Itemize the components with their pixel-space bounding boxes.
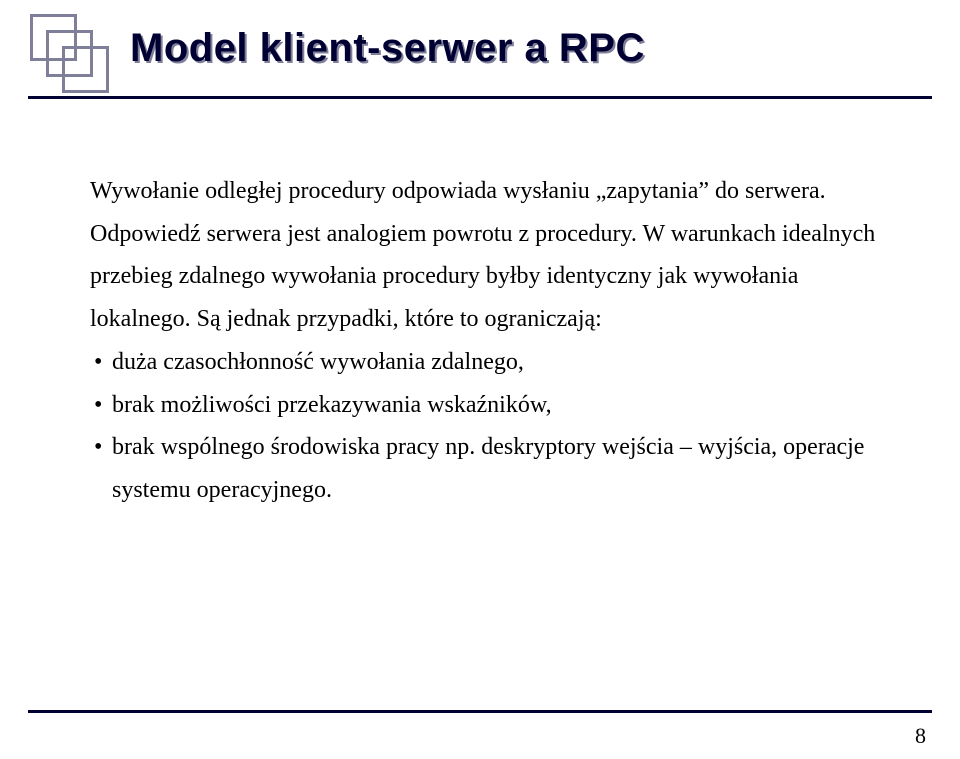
header-divider	[28, 96, 932, 99]
bullet-list: duża czasochłonność wywołania zdalnego,b…	[90, 341, 890, 512]
list-item: duża czasochłonność wywołania zdalnego,	[90, 341, 890, 384]
slide-title: Model klient-serwer a RPC Model klient-s…	[130, 26, 645, 71]
slide-title-text: Model klient-serwer a RPC	[130, 26, 645, 70]
list-item: brak wspólnego środowiska pracy np. desk…	[90, 426, 890, 511]
page-number: 8	[915, 723, 926, 749]
list-item: brak możliwości przekazywania wskaźników…	[90, 384, 890, 427]
body-content: Wywołanie odległej procedury odpowiada w…	[90, 170, 890, 512]
logo-squares-icon	[30, 14, 112, 101]
footer-divider	[28, 710, 932, 713]
intro-paragraph: Wywołanie odległej procedury odpowiada w…	[90, 170, 890, 341]
